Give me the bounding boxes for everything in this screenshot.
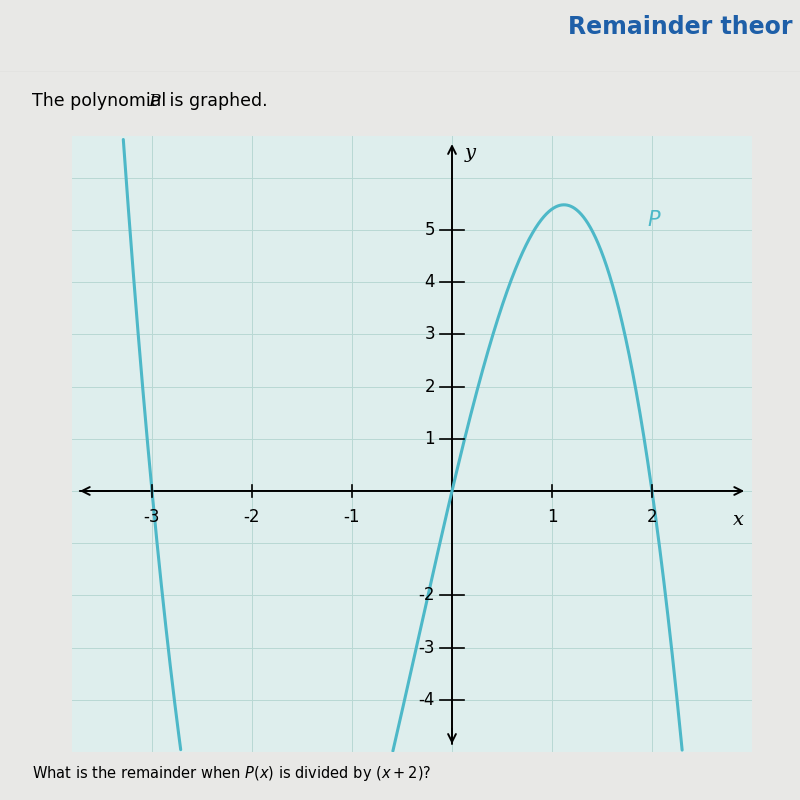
Text: 1: 1: [424, 430, 435, 448]
Text: 5: 5: [425, 221, 435, 239]
Text: 2: 2: [424, 378, 435, 395]
Text: x: x: [733, 511, 744, 529]
Text: -3: -3: [418, 638, 435, 657]
Text: P: P: [148, 93, 160, 110]
Text: -2: -2: [244, 508, 260, 526]
Text: -4: -4: [418, 690, 435, 709]
Text: is graphed.: is graphed.: [164, 92, 268, 110]
Text: What is the remainder when $P(x)$ is divided by $(x + 2)$?: What is the remainder when $P(x)$ is div…: [32, 764, 431, 783]
Text: -1: -1: [344, 508, 360, 526]
Text: Remainder theor: Remainder theor: [567, 15, 792, 39]
Text: 4: 4: [425, 273, 435, 291]
Text: The polynomial: The polynomial: [32, 92, 172, 110]
Text: 2: 2: [646, 508, 658, 526]
Text: -3: -3: [144, 508, 160, 526]
Text: y: y: [465, 144, 476, 162]
Text: 3: 3: [424, 326, 435, 343]
Text: 1: 1: [546, 508, 558, 526]
Text: $P$: $P$: [647, 210, 662, 230]
Text: -2: -2: [418, 586, 435, 604]
